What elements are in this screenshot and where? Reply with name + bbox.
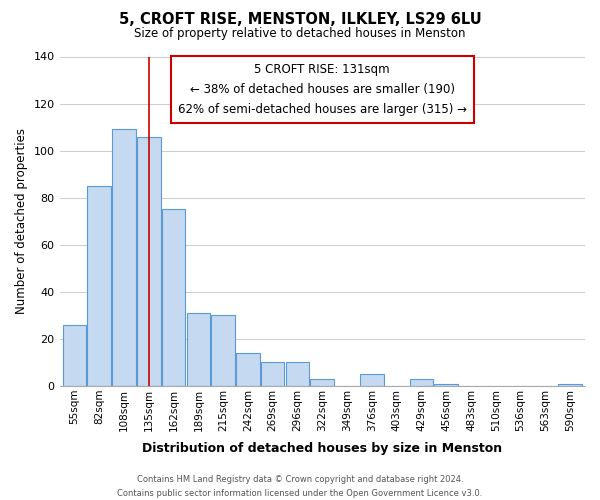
Bar [88,186,111,386]
Bar [434,384,458,386]
Bar [62,325,86,386]
Y-axis label: Number of detached properties: Number of detached properties [15,128,28,314]
Text: 5, CROFT RISE, MENSTON, ILKLEY, LS29 6LU: 5, CROFT RISE, MENSTON, ILKLEY, LS29 6LU [119,12,481,28]
X-axis label: Distribution of detached houses by size in Menston: Distribution of detached houses by size … [142,442,502,455]
Text: 5 CROFT RISE: 131sqm
← 38% of detached houses are smaller (190)
62% of semi-deta: 5 CROFT RISE: 131sqm ← 38% of detached h… [178,63,467,116]
Bar [187,313,210,386]
Bar [162,210,185,386]
Bar [310,379,334,386]
Text: Size of property relative to detached houses in Menston: Size of property relative to detached ho… [134,28,466,40]
Bar [286,362,309,386]
Bar [559,384,582,386]
Text: Contains HM Land Registry data © Crown copyright and database right 2024.
Contai: Contains HM Land Registry data © Crown c… [118,476,482,498]
Bar [236,353,260,386]
Bar [410,379,433,386]
Bar [112,130,136,386]
Bar [261,362,284,386]
Bar [360,374,383,386]
Bar [211,316,235,386]
Bar [137,136,161,386]
